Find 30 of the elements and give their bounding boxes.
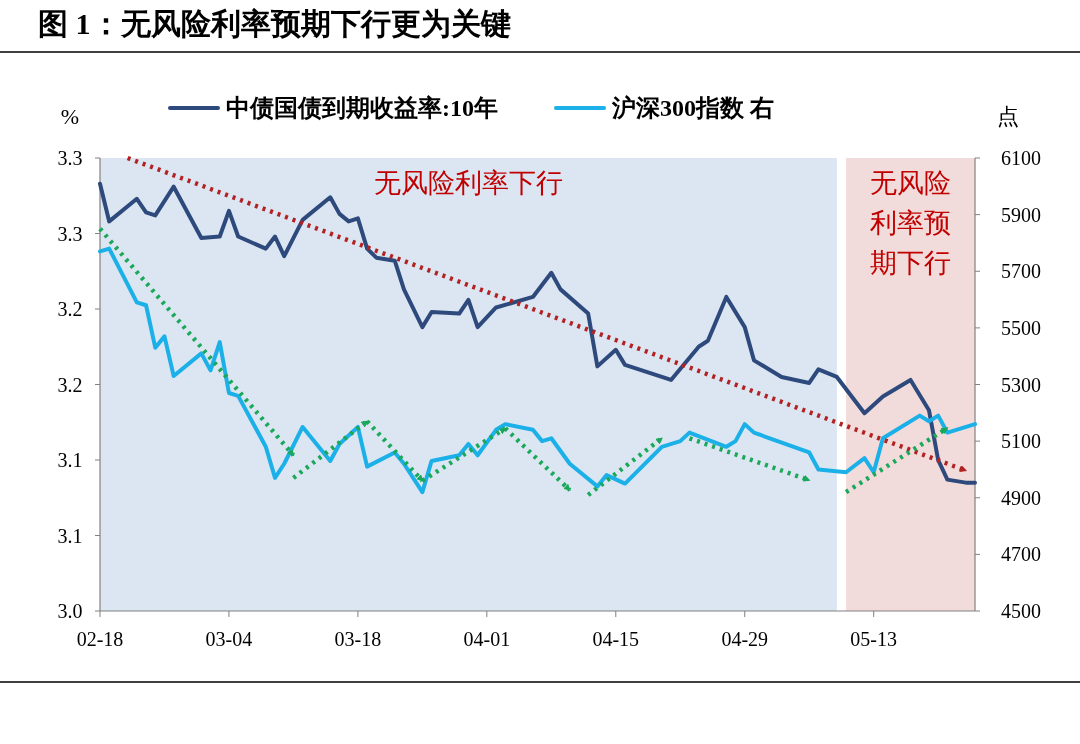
x-tick-label: 04-15: [592, 628, 640, 650]
legend-label: 沪深300指数 右: [611, 94, 774, 121]
chart-title: 图 1：无风险利率预期下行更为关键: [38, 7, 511, 40]
y2-tick-label: 6100: [1001, 147, 1041, 169]
y2-tick-label: 5100: [1001, 430, 1041, 453]
y-tick-label: 3.0: [57, 600, 83, 622]
y-tick-label: 3.1: [57, 449, 83, 471]
y-tick-label: 3.2: [57, 373, 83, 396]
y2-tick-label: 5900: [1001, 203, 1041, 226]
x-tick-label: 05-13: [850, 628, 898, 650]
y-axis-title: %: [60, 104, 80, 129]
y-tick-label: 3.1: [57, 524, 83, 547]
y-tick-label: 3.3: [57, 147, 83, 169]
y2-tick-label: 5500: [1001, 316, 1041, 339]
band-label: 无风险利率下行: [373, 168, 563, 198]
x-tick-label: 04-29: [721, 628, 769, 650]
y2-axis-title: 点: [997, 104, 1019, 129]
legend-label: 中债国债到期收益率:10年: [226, 95, 498, 121]
y-tick-label: 3.3: [57, 222, 83, 245]
x-tick-label: 03-18: [334, 628, 382, 650]
y2-tick-label: 5700: [1001, 260, 1041, 283]
y2-tick-label: 4500: [1001, 600, 1041, 622]
x-tick-label: 02-18: [76, 628, 124, 650]
y2-tick-label: 4900: [1001, 486, 1041, 509]
y-tick-label: 3.2: [57, 298, 83, 320]
band-label: 无风险利率预期下行: [870, 168, 952, 278]
y2-tick-label: 4700: [1001, 543, 1041, 566]
y2-tick-label: 5300: [1001, 373, 1041, 396]
x-tick-label: 03-04: [205, 628, 253, 650]
x-tick-label: 04-01: [463, 628, 511, 650]
